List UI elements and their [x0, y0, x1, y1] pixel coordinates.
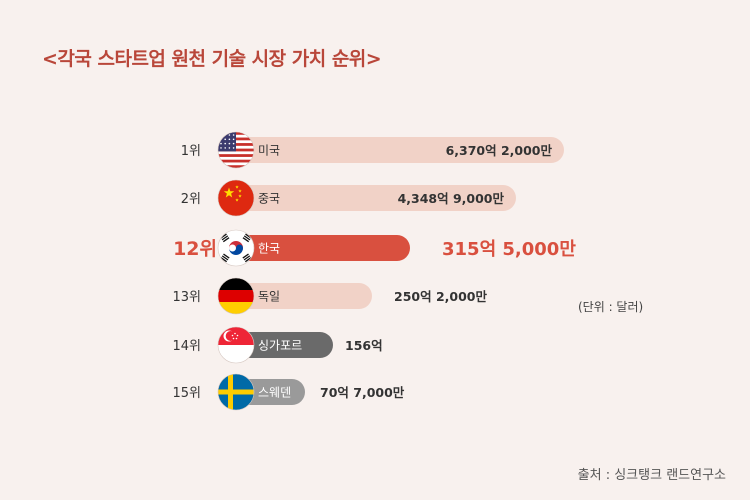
value-label: 315억 5,000만	[442, 239, 576, 260]
bar	[236, 379, 305, 405]
chart-row: 12위 한국 315억 5,000만	[173, 229, 576, 267]
country-label: 싱가포르	[258, 339, 302, 353]
value-label: 156억	[345, 338, 383, 353]
rank-label: 15위	[172, 386, 201, 401]
chart-row: 14위 싱가포르 156억	[172, 326, 383, 364]
chart-row: 2위 중국 4,348억 9,000만	[181, 179, 516, 217]
rank-label: 13위	[172, 290, 201, 305]
bar	[236, 283, 372, 309]
country-label: 스웨덴	[258, 386, 291, 400]
korea-flag-icon	[217, 229, 255, 267]
chart-row: 15위 스웨덴 70억 7,000만	[172, 373, 405, 411]
rank-label: 2위	[181, 192, 201, 207]
country-label: 한국	[258, 242, 280, 256]
sweden-flag-icon	[217, 373, 255, 411]
usa-flag-icon	[217, 131, 255, 169]
country-label: 미국	[258, 144, 280, 158]
bar	[236, 332, 333, 358]
value-label: 250억 2,000만	[394, 289, 487, 304]
germany-flag-icon	[217, 277, 255, 315]
value-label: 4,348억 9,000만	[398, 191, 505, 206]
rank-label: 12위	[173, 238, 217, 260]
bar	[236, 235, 410, 261]
source-note: 출처 : 싱크탱크 랜드연구소	[577, 468, 726, 483]
bar	[236, 137, 564, 163]
value-label: 6,370억 2,000만	[446, 143, 553, 158]
china-flag-icon	[217, 179, 255, 217]
chart-title: <각국 스타트업 원천 기술 시장 가치 순위>	[42, 48, 382, 70]
country-label: 중국	[258, 192, 280, 206]
rank-label: 1위	[181, 144, 201, 159]
bar	[236, 185, 516, 211]
singapore-flag-icon	[217, 326, 255, 364]
unit-note: (단위 : 달러)	[578, 300, 644, 314]
value-label: 70억 7,000만	[320, 385, 405, 400]
chart-row: 13위 독일 250억 2,000만	[172, 277, 487, 315]
chart-row: 1위 미국 6,370억 2,000만	[181, 131, 564, 169]
country-label: 독일	[258, 290, 280, 304]
rank-label: 14위	[172, 339, 201, 354]
